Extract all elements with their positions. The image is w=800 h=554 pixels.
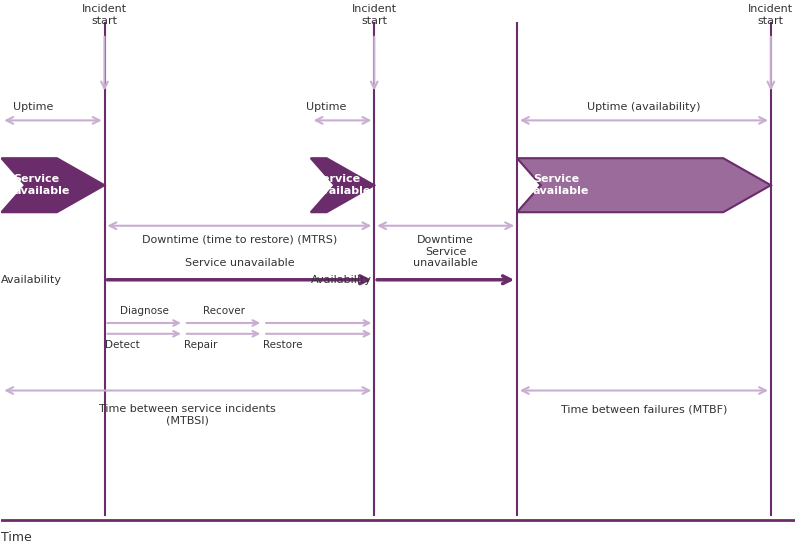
Text: Availability: Availability <box>2 275 62 285</box>
Polygon shape <box>310 158 374 212</box>
Text: Uptime: Uptime <box>306 102 347 112</box>
Text: Service
available: Service available <box>314 175 371 196</box>
Text: Incident
start: Incident start <box>748 4 794 26</box>
Text: Uptime: Uptime <box>13 102 54 112</box>
Text: Incident
start: Incident start <box>82 4 127 26</box>
Text: Uptime (availability): Uptime (availability) <box>587 102 701 112</box>
Text: Restore: Restore <box>263 340 302 350</box>
Text: Time between failures (MTBF): Time between failures (MTBF) <box>561 404 727 414</box>
Text: Service
available: Service available <box>533 175 590 196</box>
Text: Diagnose: Diagnose <box>120 306 169 316</box>
Text: Service
unavailable: Service unavailable <box>414 247 478 269</box>
Text: Downtime (time to restore) (MTRS): Downtime (time to restore) (MTRS) <box>142 235 337 245</box>
Text: Incident
start: Incident start <box>352 4 397 26</box>
Text: Service
available: Service available <box>14 175 70 196</box>
Text: Availability: Availability <box>310 275 372 285</box>
Polygon shape <box>517 158 771 212</box>
Text: Time between service incidents
(MTBSI): Time between service incidents (MTBSI) <box>99 404 276 425</box>
Text: Recover: Recover <box>202 306 245 316</box>
Polygon shape <box>2 158 105 212</box>
Text: Downtime: Downtime <box>418 235 474 245</box>
Text: Service unavailable: Service unavailable <box>185 258 294 269</box>
Text: Detect: Detect <box>105 340 139 350</box>
Text: Time: Time <box>2 531 32 544</box>
Text: Repair: Repair <box>184 340 218 350</box>
